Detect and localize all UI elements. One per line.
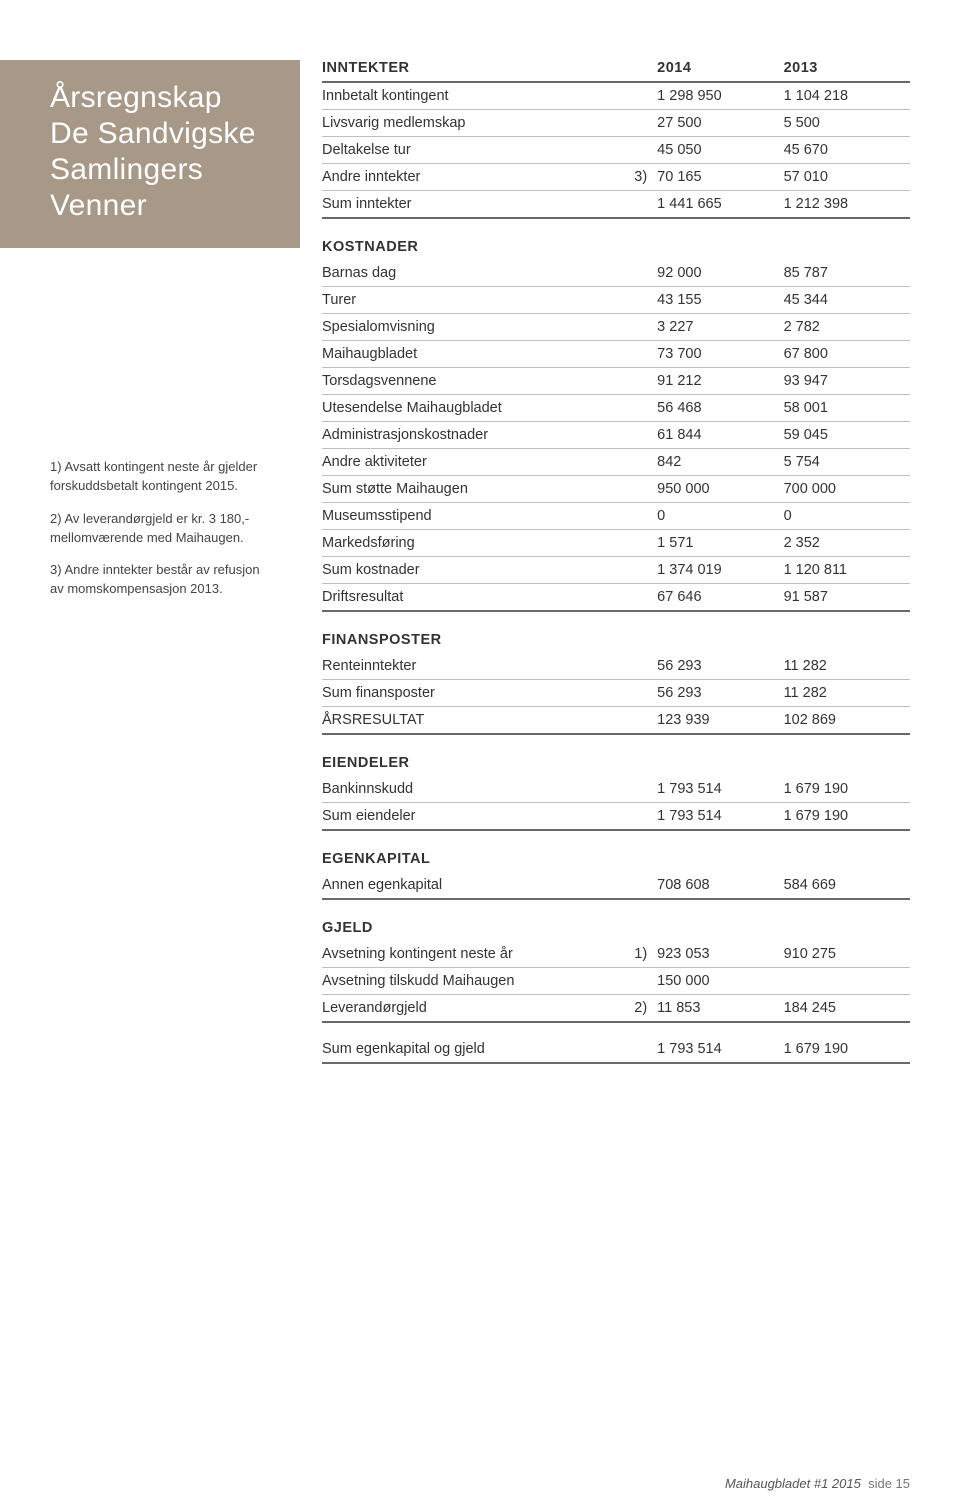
table-row: Deltakelse tur45 05045 670	[322, 137, 910, 164]
table-row: Andre aktiviteter8425 754	[322, 449, 910, 476]
financial-table: INNTEKTER20142013Innbetalt kontingent1 2…	[322, 60, 910, 1064]
table-row: Avsetning kontingent neste år1)923 05391…	[322, 941, 910, 968]
table-row: Andre inntekter3)70 16557 010	[322, 164, 910, 191]
section-title: EGENKAPITAL	[322, 830, 910, 872]
table-row: Driftsresultat67 64691 587	[322, 584, 910, 612]
table-row: Barnas dag92 00085 787	[322, 260, 910, 287]
table-row: Torsdagsvennene91 21293 947	[322, 368, 910, 395]
right-column: INNTEKTER20142013Innbetalt kontingent1 2…	[300, 60, 910, 1064]
table-row: Renteinntekter56 29311 282	[322, 653, 910, 680]
section-title: KOSTNADER	[322, 218, 910, 260]
table-row: Bankinnskudd1 793 5141 679 190	[322, 776, 910, 803]
table-row: Turer43 15545 344	[322, 287, 910, 314]
footer-page-text: side 15	[868, 1476, 910, 1491]
table-row: ÅRSRESULTAT123 939102 869	[322, 707, 910, 735]
section-header: INNTEKTER20142013	[322, 60, 910, 82]
table-row: Annen egenkapital708 608584 669	[322, 872, 910, 899]
footnote-1: 1) Avsatt kontingent neste år gjelder fo…	[50, 458, 276, 496]
footnote-2: 2) Av leverandørgjeld er kr. 3 180,- mel…	[50, 510, 276, 548]
section-title: EIENDELER	[322, 734, 910, 776]
gap-row	[322, 1022, 910, 1036]
table-row: Sum kostnader1 374 0191 120 811	[322, 557, 910, 584]
table-row: Sum egenkapital og gjeld1 793 5141 679 1…	[322, 1036, 910, 1063]
table-row: Sum finansposter56 29311 282	[322, 680, 910, 707]
section-title: FINANSPOSTER	[322, 611, 910, 653]
table-row: Spesialomvisning3 2272 782	[322, 314, 910, 341]
title-line-2: De Sandvigske	[50, 116, 276, 152]
title-line-3: Samlingers	[50, 152, 276, 188]
left-column: Årsregnskap De Sandvigske Samlingers Ven…	[0, 60, 300, 1064]
table-row: Markedsføring1 5712 352	[322, 530, 910, 557]
table-row: Sum inntekter1 441 6651 212 398	[322, 191, 910, 219]
page-footer: Maihaugbladet #1 2015 side 15	[725, 1476, 910, 1491]
footnotes: 1) Avsatt kontingent neste år gjelder fo…	[0, 248, 300, 599]
title-line-1: Årsregnskap	[50, 80, 276, 116]
table-row: Museumsstipend00	[322, 503, 910, 530]
table-row: Livsvarig medlemskap27 5005 500	[322, 110, 910, 137]
table-row: Innbetalt kontingent1 298 9501 104 218	[322, 82, 910, 110]
table-row: Sum eiendeler1 793 5141 679 190	[322, 803, 910, 831]
footer-title: Maihaugbladet #1 2015	[725, 1476, 861, 1491]
table-row: Utesendelse Maihaugbladet56 46858 001	[322, 395, 910, 422]
table-row: Administrasjonskostnader61 84459 045	[322, 422, 910, 449]
title-line-4: Venner	[50, 188, 276, 224]
page: Årsregnskap De Sandvigske Samlingers Ven…	[0, 0, 960, 1094]
title-block: Årsregnskap De Sandvigske Samlingers Ven…	[0, 60, 300, 248]
table-row: Avsetning tilskudd Maihaugen150 000	[322, 968, 910, 995]
table-row: Sum støtte Maihaugen950 000700 000	[322, 476, 910, 503]
table-row: Maihaugbladet73 70067 800	[322, 341, 910, 368]
section-title: GJELD	[322, 899, 910, 941]
footnote-3: 3) Andre inntekter består av refusjon av…	[50, 561, 276, 599]
table-row: Leverandørgjeld2)11 853184 245	[322, 995, 910, 1023]
